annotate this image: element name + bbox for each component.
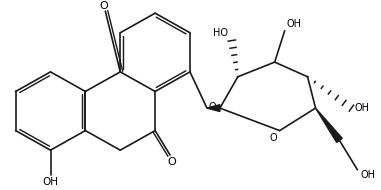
- Text: OH: OH: [287, 19, 302, 29]
- Polygon shape: [207, 105, 220, 112]
- Text: O: O: [168, 157, 176, 167]
- Text: OH: OH: [43, 177, 59, 188]
- Text: OH: OH: [360, 170, 375, 180]
- Text: OH: OH: [354, 103, 370, 113]
- Text: HO: HO: [213, 28, 228, 38]
- Text: O: O: [99, 1, 108, 11]
- Text: O: O: [209, 102, 216, 112]
- Text: O: O: [270, 133, 277, 143]
- Polygon shape: [315, 108, 342, 142]
